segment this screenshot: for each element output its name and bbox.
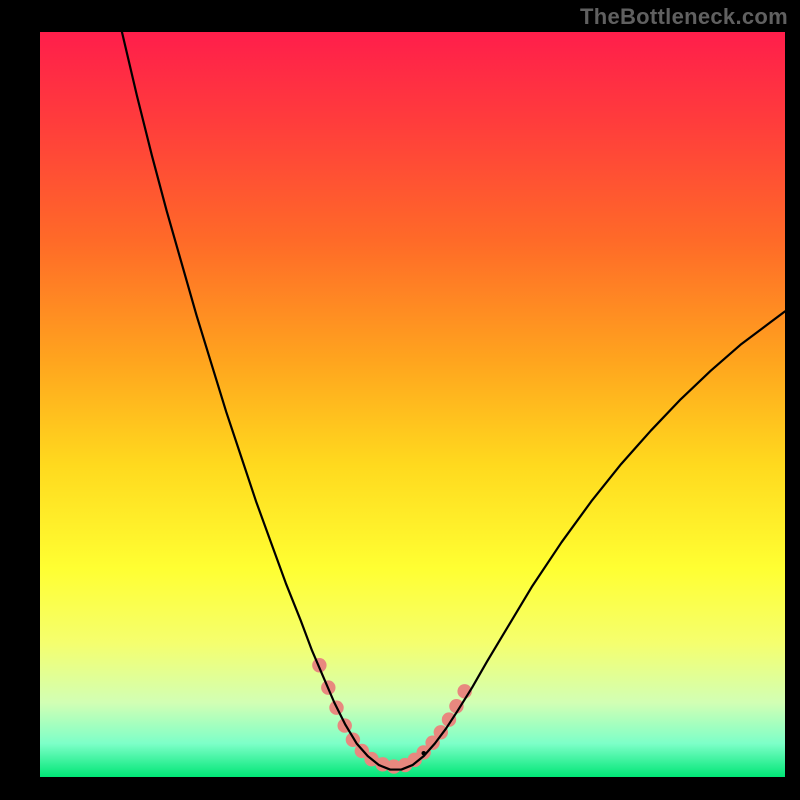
chart-single-marker [421, 751, 425, 755]
bottleneck-chart [40, 32, 785, 777]
single-marker [421, 751, 425, 755]
watermark-text: TheBottleneck.com [580, 4, 788, 30]
chart-background [40, 32, 785, 777]
chart-svg [40, 32, 785, 777]
